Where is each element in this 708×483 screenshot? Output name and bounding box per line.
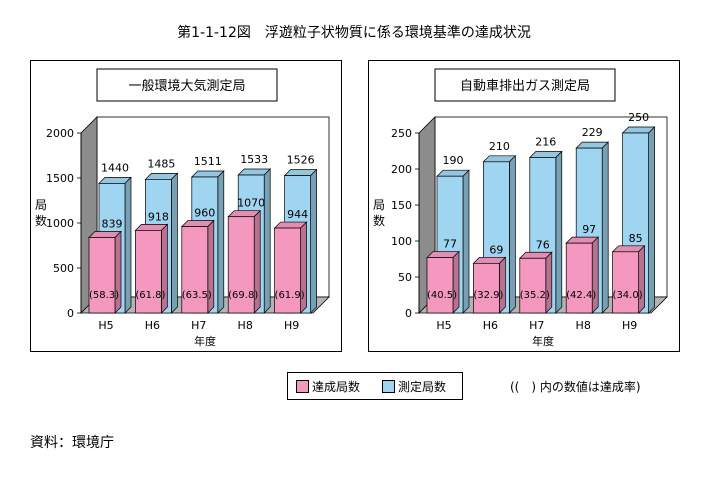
bar-measured-value-label: 1526 [287,154,315,167]
y-tick-label: 500 [53,262,74,275]
legend-achieved-label: 達成局数 [312,380,361,394]
legend-measured-swatch [382,380,395,393]
bar-achieved-value-label: 944 [287,208,308,221]
rate-note: (( ) 内の数値は達成率) [510,380,641,394]
bar-achieved [274,227,301,314]
y-tick-label: 250 [391,127,412,140]
bar-measured-side [648,126,655,314]
chart-title: 自動車排出ガス測定局 [460,79,590,94]
bar-achieved-value-label: 76 [536,238,550,251]
bar-achieved-value-label: 960 [194,207,215,220]
bar-measured-value-label: 1440 [101,161,129,174]
bar-rate-label: (63.5) [182,290,212,301]
y-axis-label: 局 [373,198,385,212]
x-tick-label: H6 [145,319,160,332]
bar-measured-value-label: 210 [489,140,510,153]
bar-measured-value-label: 1533 [240,153,268,166]
bar-measured-value-label: 216 [535,135,556,148]
bar-rate-label: (61.9) [275,290,305,301]
y-axis-label: 数 [35,213,47,228]
bar-achieved [519,257,547,314]
bar-achieved-side [545,251,553,314]
bar-rate-label: (40.5) [427,290,457,301]
figure-title: 第1-1-12図 浮遊粒子状物質に係る環境基準の達成状況 [177,25,531,41]
x-tick-label: H6 [483,319,498,332]
bar-achieved-side [499,256,506,314]
bar-measured-side [310,168,317,314]
y-axis-label: 数 [373,213,385,228]
chart-general-svg: 一般環境大気測定局 0 500 1000 1500 2000 局数 1440 839 (58.3)… [35,68,330,348]
x-tick-label: H9 [284,319,299,332]
bar-achieved [181,226,209,314]
y-axis-label: 局 [35,198,47,212]
y-tick-label: 150 [391,199,412,212]
chart-title-box [96,68,278,102]
bar-measured-side [171,172,178,314]
bar-measured-side [555,150,563,314]
bar-measured-value-label: 1511 [194,155,222,168]
bar-rate-label: (58.3) [89,290,119,301]
bar-measured-side [509,154,516,314]
bar-measured-side [124,176,132,314]
bar-achieved-side [638,244,645,314]
bar-achieved [565,242,593,314]
x-tick-label: H5 [98,319,113,332]
x-tick-label: H7 [191,319,206,332]
x-tick-label: H7 [529,319,544,332]
y-tick-label: 0 [405,307,412,320]
bar-achieved [426,257,454,314]
bar-achieved-value-label: 97 [582,223,596,236]
x-axis-label: 年度 [532,334,554,348]
x-tick-label: H8 [238,319,253,332]
bar-rate-label: (69.8) [228,290,258,301]
bar-achieved [473,262,500,314]
bar-achieved [88,237,116,314]
bar-achieved-value-label: 1070 [237,197,265,210]
source-text: 資料：環境庁 [30,435,114,451]
chart-title-box [434,68,616,102]
chart-roadside-svg: 自動車排出ガス測定局 0 50 100 150 200 250 局数 190 77 (40.5) H5… [373,68,668,348]
bar-achieved-side [591,236,599,314]
x-axis-label: 年度 [194,334,216,348]
y-tick-label: 1500 [46,172,74,185]
chart-title: 一般環境大気測定局 [128,78,245,94]
bar-measured-value-label: 1485 [147,157,175,170]
bar-measured-value-label: 250 [628,111,649,124]
bar-rate-label: (35.2) [520,290,550,301]
bar-measured-side [217,170,225,314]
y-tick-label: 200 [391,163,412,176]
bar-measured-side [263,168,271,314]
chart-panel-general: 一般環境大気測定局 0 500 1000 1500 2000 局数 1440 839 (58.3)… [30,60,342,352]
y-tick-label: 100 [391,235,412,248]
bar-measured-side [462,169,470,314]
y-tick-label: 50 [398,271,412,284]
bar-achieved-value-label: 839 [102,217,123,230]
bar-rate-label: (34.0) [613,290,643,301]
legend-achieved-swatch [296,380,309,393]
bar-achieved-value-label: 85 [629,232,643,245]
bar-achieved-value-label: 77 [443,238,457,251]
bar-achieved-side [452,250,460,314]
chart-panel-roadside: 自動車排出ガス測定局 0 50 100 150 200 250 局数 190 77 (40.5) H5… [368,60,680,352]
legend-measured-label: 測定局数 [398,380,447,394]
bar-rate-label: (32.9) [473,290,503,301]
y-tick-label: 1000 [46,217,74,230]
bar-achieved-value-label: 69 [489,243,503,256]
x-tick-label: H5 [436,319,451,332]
bar-measured-value-label: 229 [582,126,603,139]
bar-achieved [227,216,255,314]
bar-measured-value-label: 190 [443,154,464,167]
x-tick-label: H9 [622,319,637,332]
bar-rate-label: (42.4) [566,290,596,301]
legend: 達成局数 測定局数 [287,372,463,400]
bar-rate-label: (61.8) [135,290,165,301]
bar-achieved [135,230,162,314]
x-tick-label: H8 [576,319,591,332]
bar-measured-side [601,141,609,314]
y-tick-label: 0 [67,307,74,320]
y-tick-label: 2000 [46,127,74,140]
bar-achieved [612,251,639,314]
bar-achieved-value-label: 918 [148,210,169,223]
